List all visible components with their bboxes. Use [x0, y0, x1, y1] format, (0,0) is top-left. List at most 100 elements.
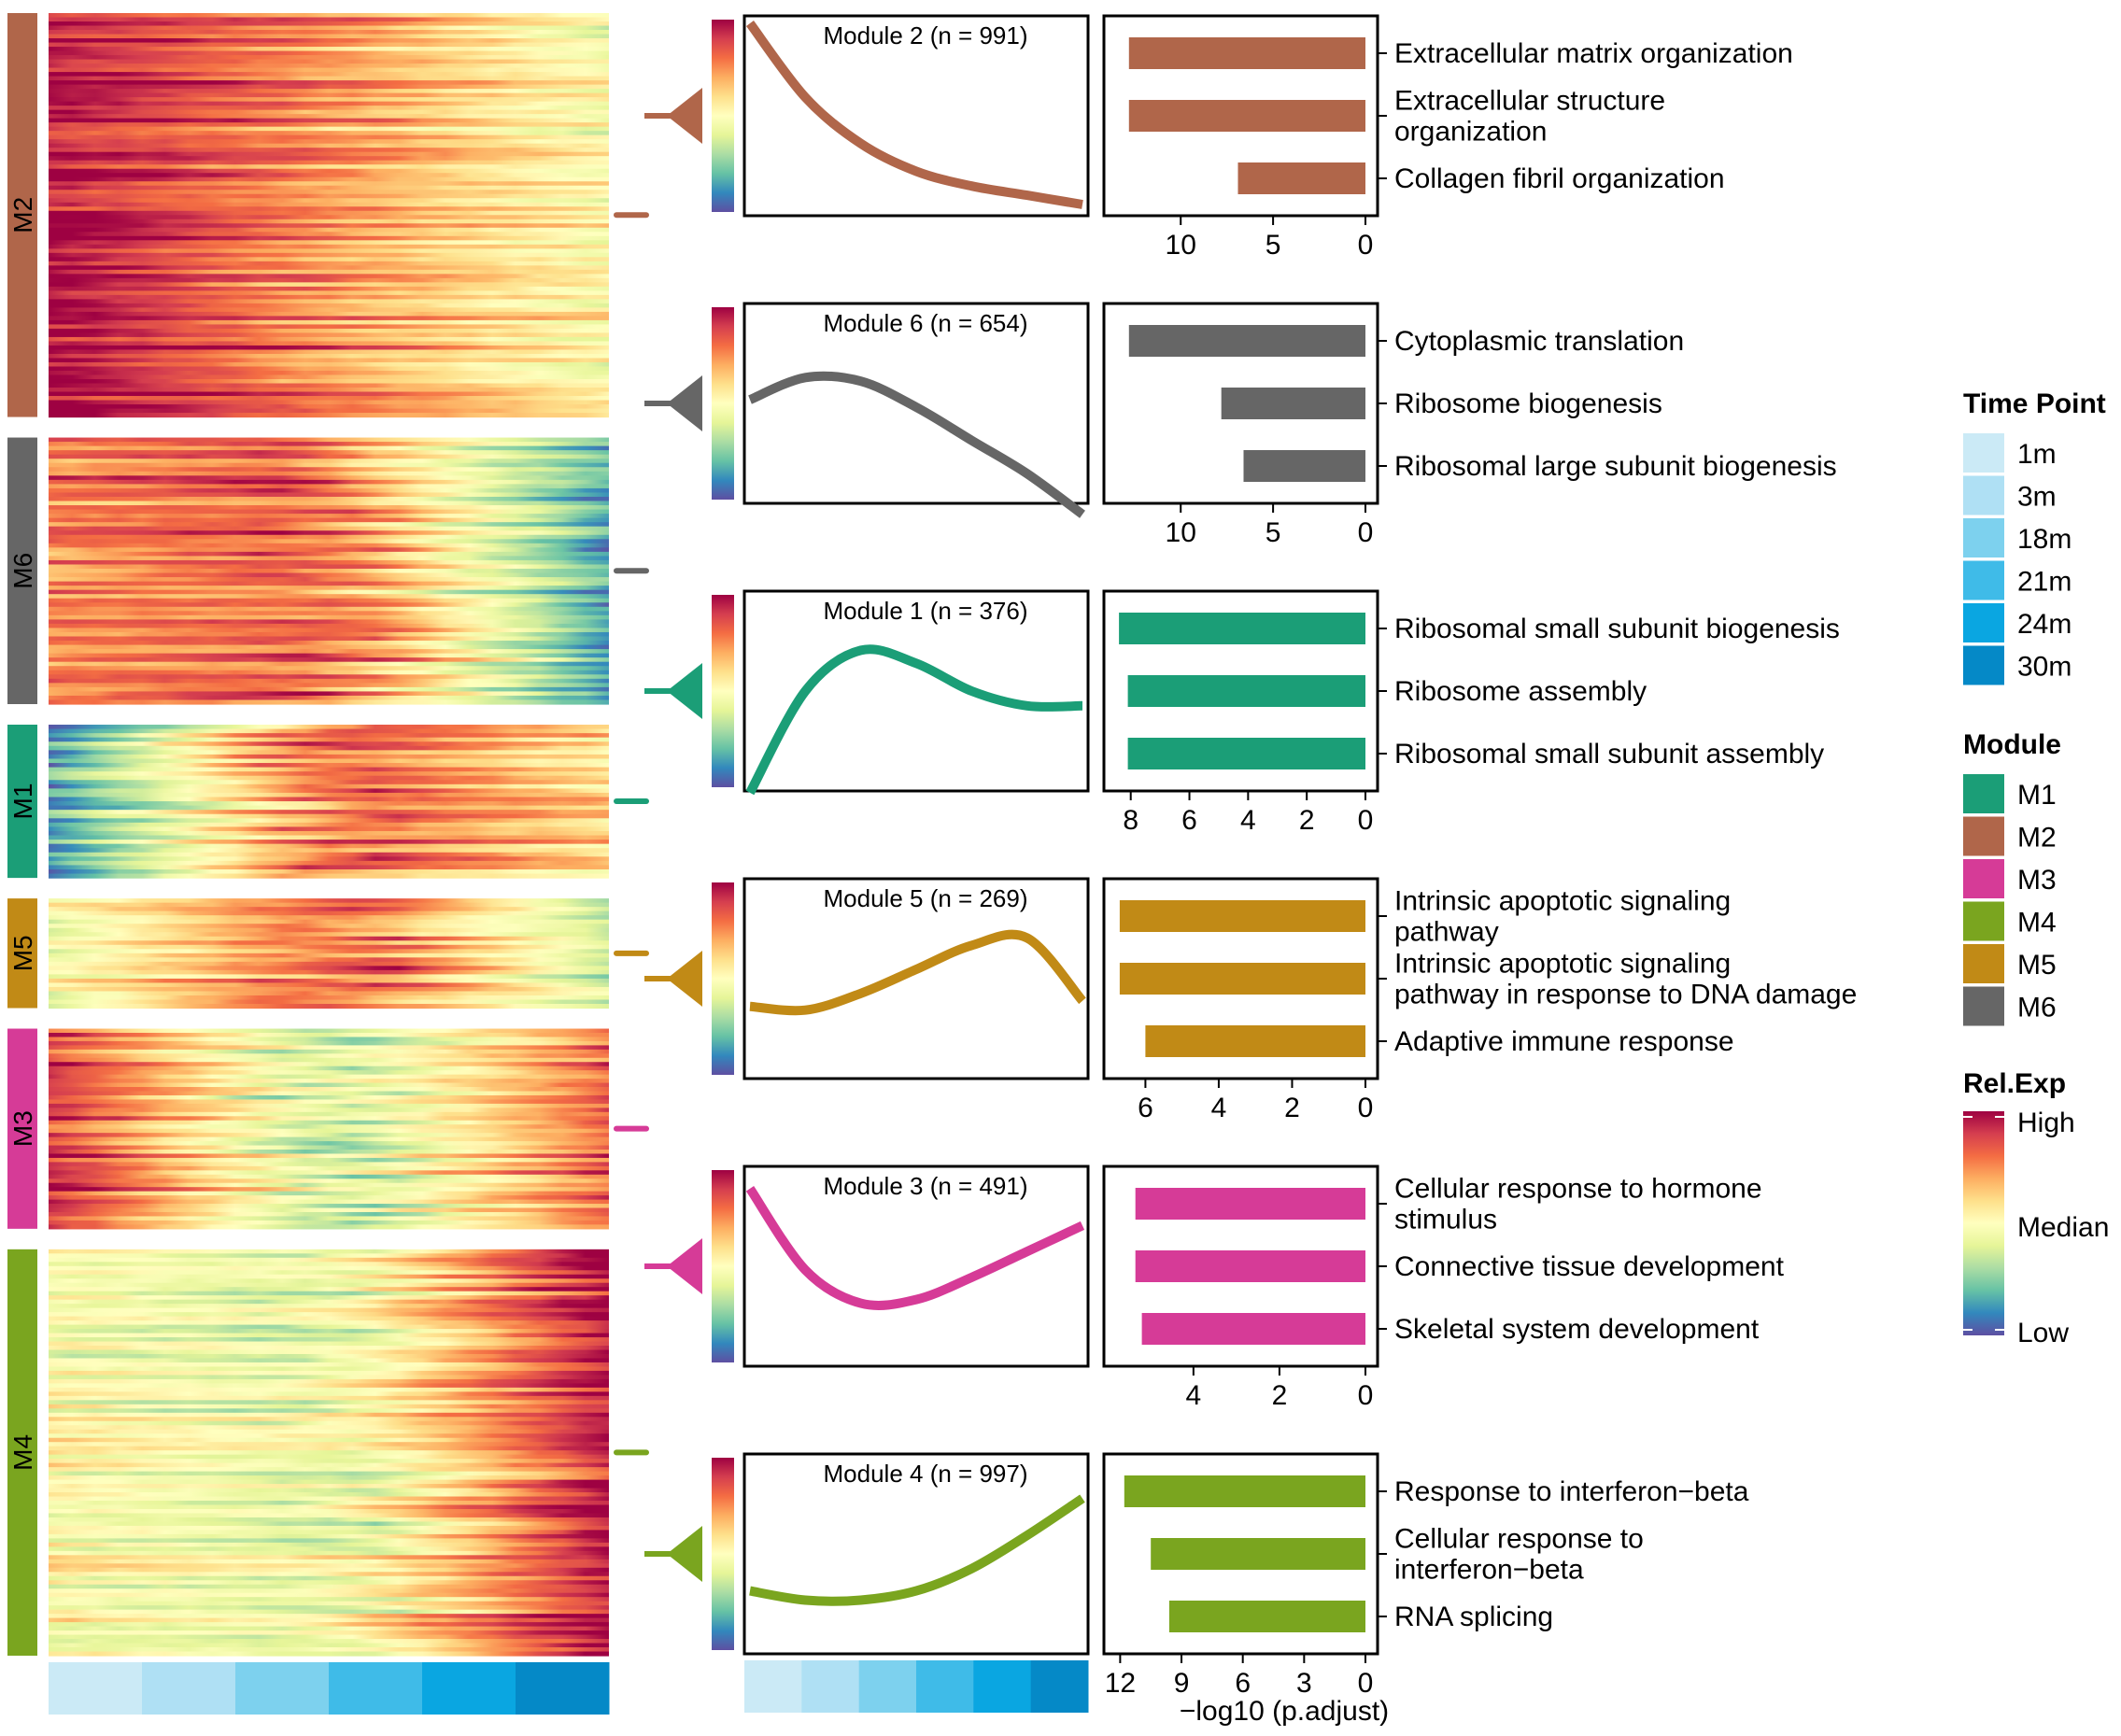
heatmap-row	[49, 92, 609, 98]
heatmap-row	[49, 1513, 609, 1518]
heatmap-row	[49, 1353, 609, 1360]
heatmap-row	[49, 949, 609, 954]
heatmap-block-m2: M2	[7, 13, 609, 418]
heatmap-row	[49, 1032, 609, 1038]
heatmap-row	[49, 691, 609, 697]
heatmap-row	[49, 445, 609, 451]
heatmap-row	[49, 1609, 609, 1615]
heatmap-row	[49, 1546, 609, 1552]
time-legend-label: 30m	[2017, 652, 2072, 683]
heatmap-row	[49, 467, 609, 473]
connector-triangle	[667, 663, 702, 719]
module-colorbar	[712, 1458, 734, 1650]
heatmap-row	[49, 118, 609, 123]
heatmap-row	[49, 614, 609, 620]
heatmap-row	[49, 907, 609, 912]
heatmap-row	[49, 695, 609, 701]
heatmap-row	[49, 927, 609, 933]
heatmap-row	[49, 915, 609, 921]
heatmap-row	[49, 1584, 609, 1589]
heatmap-row	[49, 1580, 609, 1586]
heatmap-time-cell	[49, 1662, 143, 1715]
heatmap-row	[49, 1425, 609, 1431]
heatmap-row	[49, 995, 609, 1001]
enrichment-bar	[1168, 1601, 1365, 1632]
time-legend-swatch	[1963, 433, 2004, 473]
heatmap-row	[49, 462, 609, 468]
heatmap-row	[49, 219, 609, 224]
term-label: Ribosome biogenesis	[1394, 388, 1662, 419]
heatmap-row	[49, 324, 609, 330]
heatmap-row	[49, 1295, 609, 1301]
heatmap-row	[49, 999, 609, 1005]
heatmap-row	[49, 1179, 609, 1184]
module-panels: Module 2 (n = 991) Extracellular matrix o…	[712, 14, 1857, 1713]
relexp-low-label: Low	[2017, 1318, 2069, 1348]
legend: Time Point Module Rel.Exp High Median Lo…	[1963, 388, 2109, 1348]
heatmap-row	[49, 404, 609, 410]
heatmap-row	[49, 442, 609, 447]
term-label: organization	[1394, 117, 1547, 148]
heatmap-row	[49, 257, 609, 262]
module-legend-label: M6	[2017, 993, 2057, 1023]
module-sidebar-m5	[7, 898, 37, 1009]
heatmap-row	[49, 1216, 609, 1221]
heatmap-row	[49, 396, 609, 402]
heatmap-row	[49, 1187, 609, 1193]
term-label: Extracellular structure	[1394, 86, 1665, 117]
term-label: interferon−beta	[1394, 1555, 1584, 1586]
heatmap-row	[49, 953, 609, 958]
enrichment-bar	[1124, 1475, 1365, 1507]
module-colorbar	[712, 307, 734, 500]
heatmap-row	[49, 944, 609, 950]
heatmap-row	[49, 758, 609, 764]
time-legend-label: 3m	[2017, 482, 2057, 513]
heatmap-row	[49, 517, 609, 523]
heatmap-row	[49, 1471, 609, 1476]
x-tick-label: 0	[1358, 230, 1374, 261]
heatmap-row	[49, 1120, 609, 1125]
enrichment-bar	[1128, 100, 1365, 132]
heatmap-row	[49, 1299, 609, 1305]
heatmap-row	[49, 126, 609, 132]
time-legend-swatch	[1963, 475, 2004, 515]
x-tick-label: 6	[1181, 805, 1197, 836]
heatmap-row	[49, 1312, 609, 1318]
heatmap-row	[49, 1575, 609, 1581]
heatmap-row	[49, 737, 609, 742]
x-tick-label: 6	[1138, 1093, 1153, 1123]
heatmap-row	[49, 1165, 609, 1171]
heatmap-row	[49, 1103, 609, 1108]
heatmap-row	[49, 269, 609, 275]
heatmap-row	[49, 522, 609, 528]
heatmap-row	[49, 509, 609, 515]
heatmap-row	[49, 1253, 609, 1259]
heatmap-row	[49, 1111, 609, 1117]
heatmap-row	[49, 1182, 609, 1188]
heatmap-row	[49, 173, 609, 178]
x-tick-label: 6	[1235, 1668, 1251, 1699]
heatmap-row	[49, 564, 609, 570]
time-legend-label: 1m	[2017, 439, 2057, 470]
x-tick-label: 5	[1266, 517, 1281, 548]
heatmap-row	[49, 1091, 609, 1096]
heatmap-row	[49, 1199, 609, 1205]
module-panel-5: Module 3 (n = 491) Cellular response to h…	[712, 1164, 1785, 1411]
enrichment-bar	[1243, 450, 1365, 482]
x-tick-label: 10	[1166, 230, 1196, 261]
heatmap-row	[49, 797, 609, 802]
heatmap-row	[49, 1462, 609, 1468]
heatmap-row	[49, 1128, 609, 1134]
x-tick-label: 2	[1272, 1380, 1288, 1411]
heatmap-row	[49, 1316, 609, 1321]
heatmap-row	[49, 1563, 609, 1569]
heatmap-row	[49, 666, 609, 671]
heatmap-row	[49, 454, 609, 459]
trend-line	[745, 21, 1083, 209]
heatmap-row	[49, 1567, 609, 1573]
module-colorbar	[712, 1170, 734, 1362]
module-legend-label: M2	[2017, 823, 2057, 854]
heatmap-row	[49, 636, 609, 642]
heatmap-row	[49, 50, 609, 56]
module-panel-1: Module 2 (n = 991) Extracellular matrix o…	[712, 14, 1793, 261]
